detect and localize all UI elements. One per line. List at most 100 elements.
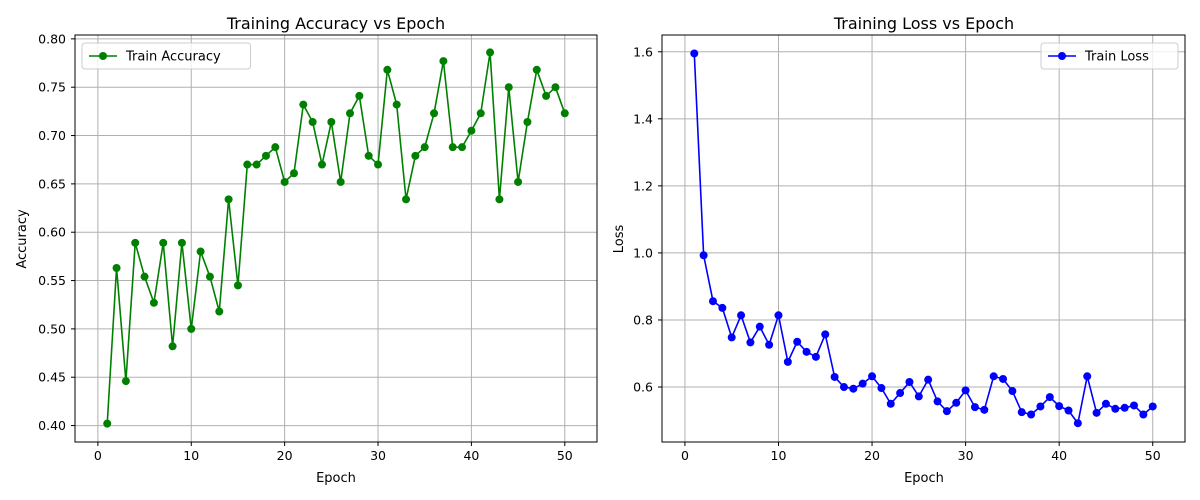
- data-point: [486, 48, 495, 57]
- legend-marker: [99, 52, 107, 60]
- gridlines: [662, 35, 1185, 442]
- data-point: [774, 311, 783, 320]
- data-point: [224, 195, 233, 204]
- data-point: [346, 109, 355, 118]
- data-point: [699, 251, 708, 260]
- data-point: [355, 91, 364, 100]
- data-point: [952, 398, 961, 407]
- data-point: [999, 374, 1008, 383]
- series-line: [693, 53, 1154, 425]
- data-point: [215, 307, 224, 316]
- data-point: [149, 298, 158, 307]
- data-point: [1101, 399, 1110, 408]
- accuracy-chart: Training Accuracy vs Epoch Epoch Accurac…: [15, 14, 598, 486]
- data-point: [168, 342, 177, 351]
- legend-label: Train Loss: [1084, 50, 1149, 65]
- data-point: [327, 118, 336, 127]
- y-tick-label: 0.60: [38, 225, 66, 240]
- data-point: [933, 397, 942, 406]
- data-point: [1092, 408, 1101, 417]
- y-tick-label: 0.40: [38, 418, 66, 433]
- data-point: [1083, 372, 1092, 381]
- data-point: [821, 330, 830, 339]
- data-point: [420, 143, 429, 152]
- data-point: [793, 337, 802, 346]
- data-point: [746, 338, 755, 347]
- data-point: [1148, 402, 1157, 411]
- data-point: [924, 375, 933, 384]
- data-point: [896, 389, 905, 398]
- x-tick-label: 0: [681, 448, 689, 463]
- series: [103, 48, 569, 428]
- y-tick-label: 0.75: [38, 80, 66, 95]
- data-point: [783, 357, 792, 366]
- data-point: [1073, 419, 1082, 428]
- data-point: [811, 352, 820, 361]
- legend: Train Accuracy: [81, 42, 252, 70]
- x-tick-label: 40: [1051, 448, 1067, 463]
- data-point: [1045, 393, 1054, 402]
- data-point: [280, 177, 289, 186]
- axes: 0 10 20 30 40 50 0.6 0.8 1.0 1.2 1.4 1.6: [633, 34, 1186, 463]
- data-point: [261, 151, 270, 160]
- data-point: [402, 195, 411, 204]
- y-tick-label: 0.65: [38, 176, 66, 191]
- data-point: [495, 195, 504, 204]
- data-point: [980, 405, 989, 414]
- data-point: [308, 118, 317, 127]
- data-point: [765, 340, 774, 349]
- data-point: [905, 377, 914, 386]
- data-point: [504, 83, 513, 92]
- data-point: [430, 109, 439, 118]
- data-point: [112, 263, 121, 272]
- data-point: [411, 151, 420, 160]
- data-point: [727, 333, 736, 342]
- x-tick-label: 50: [1145, 448, 1161, 463]
- y-tick-label: 1.2: [633, 178, 653, 193]
- data-point: [755, 322, 764, 331]
- data-point: [560, 109, 569, 118]
- data-point: [159, 238, 168, 247]
- data-point: [718, 303, 727, 312]
- data-point: [868, 372, 877, 381]
- data-point: [542, 91, 551, 100]
- data-point: [886, 399, 895, 408]
- data-point: [476, 109, 485, 118]
- x-tick-label: 0: [94, 448, 102, 463]
- y-tick-label: 0.55: [38, 273, 66, 288]
- x-tick-label: 30: [370, 448, 386, 463]
- x-axis-label: Epoch: [316, 471, 356, 486]
- data-point: [187, 324, 196, 333]
- data-point: [708, 297, 717, 306]
- y-axis-label: Accuracy: [15, 209, 30, 269]
- x-axis-label: Epoch: [904, 471, 944, 486]
- data-point: [317, 160, 326, 169]
- data-point: [289, 169, 298, 178]
- chart-title: Training Accuracy vs Epoch: [226, 14, 445, 33]
- data-point: [877, 384, 886, 393]
- data-point: [458, 143, 467, 152]
- gridlines: [75, 35, 597, 442]
- data-point: [448, 143, 457, 152]
- data-point: [177, 238, 186, 247]
- x-tick-label: 10: [183, 448, 199, 463]
- data-point: [364, 151, 373, 160]
- data-point: [737, 311, 746, 320]
- data-point: [1017, 408, 1026, 417]
- data-point: [858, 379, 867, 388]
- data-point: [196, 247, 205, 256]
- data-point: [1036, 402, 1045, 411]
- data-point: [439, 57, 448, 66]
- data-point: [1120, 403, 1129, 412]
- data-point: [271, 143, 280, 152]
- data-point: [830, 372, 839, 381]
- data-point: [233, 281, 242, 290]
- legend-box: [1040, 42, 1179, 70]
- x-tick-label: 50: [557, 448, 573, 463]
- series: [690, 49, 1157, 428]
- data-point: [942, 407, 951, 416]
- plot-frame: [74, 34, 598, 443]
- data-point: [839, 383, 848, 392]
- y-tick-label: 1.6: [633, 44, 653, 59]
